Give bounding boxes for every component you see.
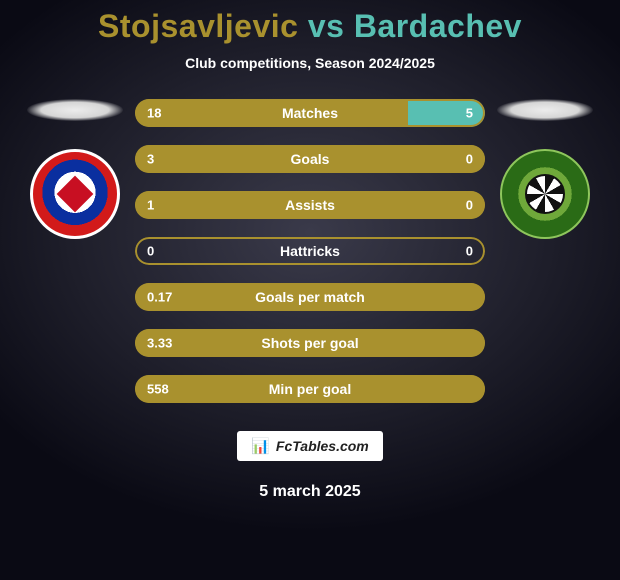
stat-bar-p2-segment xyxy=(408,99,485,127)
stat-value-p1: 558 xyxy=(147,382,169,397)
stat-value-p2: 5 xyxy=(466,106,473,121)
player1-club-badge xyxy=(30,149,120,239)
player2-name: Bardachev xyxy=(354,8,522,44)
stat-value-p1: 0 xyxy=(147,244,154,259)
stat-label: Hattricks xyxy=(280,243,340,259)
watermark[interactable]: 📊 FcTables.com xyxy=(237,431,383,461)
player2-club-badge xyxy=(500,149,590,239)
player1-side xyxy=(15,99,135,239)
stat-value-p1: 0.17 xyxy=(147,290,172,305)
stat-label: Min per goal xyxy=(269,381,351,397)
stat-label: Assists xyxy=(285,197,335,213)
player1-name: Stojsavljevic xyxy=(98,8,298,44)
watermark-text: FcTables.com xyxy=(276,438,369,454)
stat-value-p1: 3.33 xyxy=(147,336,172,351)
stat-bar: Goals 3 0 xyxy=(135,145,485,173)
stats-bars: Matches185Goals30Assists10Hattricks00Goa… xyxy=(135,99,485,403)
stat-bar: Assists 1 0 xyxy=(135,191,485,219)
comparison-panel: Matches185Goals30Assists10Hattricks00Goa… xyxy=(0,99,620,403)
stat-bar: Shots per goal 3.33 xyxy=(135,329,485,357)
vs-text: vs xyxy=(298,8,353,44)
stat-value-p2: 0 xyxy=(466,244,473,259)
player2-side xyxy=(485,99,605,239)
stat-bar: Min per goal 558 xyxy=(135,375,485,403)
stat-label: Shots per goal xyxy=(261,335,358,351)
date-text: 5 march 2025 xyxy=(259,483,360,501)
stat-value-p1: 1 xyxy=(147,198,154,213)
chart-icon: 📊 xyxy=(251,437,270,455)
stat-label: Goals per match xyxy=(255,289,365,305)
stat-value-p2: 0 xyxy=(466,152,473,167)
stat-value-p1: 18 xyxy=(147,106,161,121)
stat-bar: Goals per match 0.17 xyxy=(135,283,485,311)
player2-shadow xyxy=(497,99,593,121)
stat-value-p1: 3 xyxy=(147,152,154,167)
stat-label: Matches xyxy=(282,105,338,121)
page-title: Stojsavljevic vs Bardachev xyxy=(98,8,522,45)
stat-bar: Matches 18 5 xyxy=(135,99,485,127)
stat-bar-p1-segment xyxy=(135,99,408,127)
player1-shadow xyxy=(27,99,123,121)
stat-label: Goals xyxy=(291,151,330,167)
stat-bar: Hattricks 0 0 xyxy=(135,237,485,265)
subtitle: Club competitions, Season 2024/2025 xyxy=(185,55,435,71)
stat-value-p2: 0 xyxy=(466,198,473,213)
